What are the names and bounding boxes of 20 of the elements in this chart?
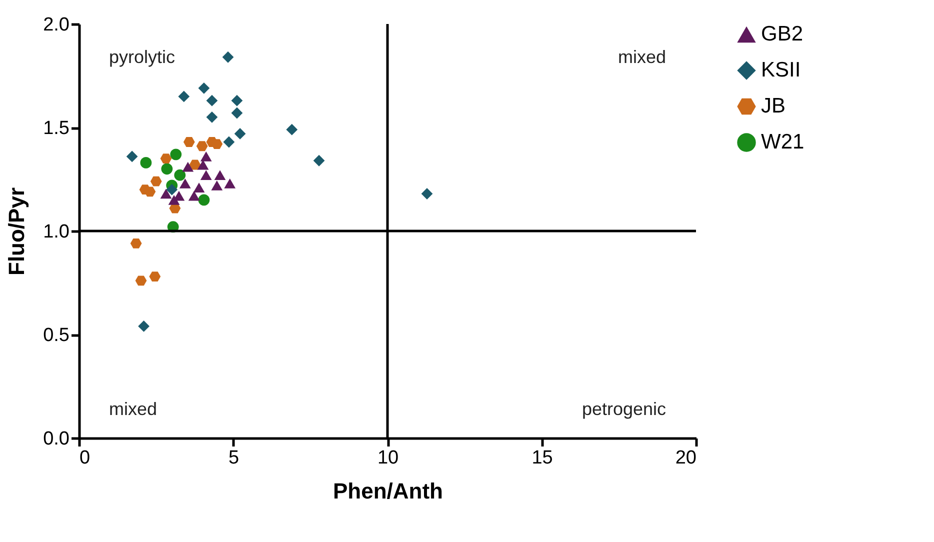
legend-label: W21 xyxy=(761,130,804,154)
legend-label: KSII xyxy=(761,58,801,82)
annotation: mixed xyxy=(109,399,158,419)
x-tick-label: 10 xyxy=(377,448,399,468)
legend-label: GB2 xyxy=(761,22,804,46)
y-tick-label: 2.0 xyxy=(43,14,70,36)
annotation: pyrolytic xyxy=(109,47,176,67)
x-tick-label: 20 xyxy=(675,448,696,468)
y-tick-label: 0.5 xyxy=(43,325,70,346)
y-axis-title: Fluo/Pyr xyxy=(4,187,30,276)
x-tick-label: 0 xyxy=(80,448,90,468)
x-tick-label: 15 xyxy=(532,448,553,468)
x-axis-title: Phen/Anth xyxy=(333,478,443,504)
y-tick-label: 1.5 xyxy=(43,118,70,139)
annotation: mixed xyxy=(618,47,666,67)
annotation: petrogenic xyxy=(582,399,666,419)
y-tick-label: 0.0 xyxy=(43,428,70,450)
y-tick-label: 1.0 xyxy=(43,222,70,242)
legend-label: JB xyxy=(761,94,786,118)
x-tick-label: 5 xyxy=(228,448,240,468)
